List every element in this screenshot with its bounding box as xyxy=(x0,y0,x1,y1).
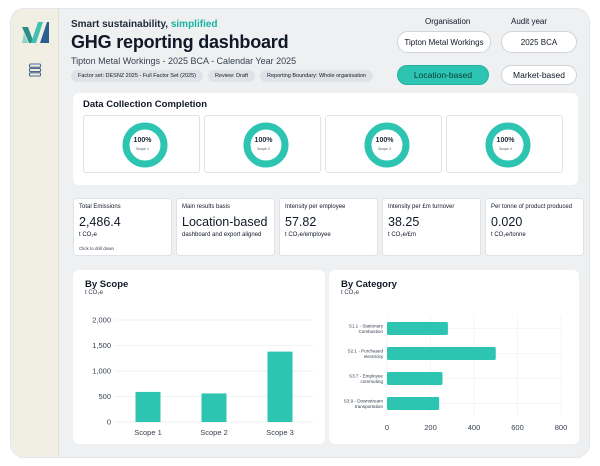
completion-ring-fill xyxy=(122,122,168,168)
total-emissions-value: 2,486.4 xyxy=(79,215,121,229)
y-tick-label: S3.7 - Employee commuting xyxy=(349,374,383,385)
tagline-accent: simplified xyxy=(170,19,218,30)
intensity-per-turnover-card: Intensity per £m turnover 38.25 t CO₂e/£m xyxy=(382,198,481,256)
main-results-basis-value: Location-based xyxy=(182,215,268,229)
by-scope-panel: By Scope t CO₂e 0 500 1,000 1,500 2,000 Scope… xyxy=(73,270,325,444)
completion-label: Scope 1 xyxy=(136,147,149,151)
x-tick-label: 600 xyxy=(511,423,524,432)
by-category-unit: t CO₂e xyxy=(341,290,359,296)
completion-card[interactable]: 100% Scope 2 xyxy=(204,115,321,173)
completion-label: Scope 4 xyxy=(499,147,512,151)
completion-percent: 100% xyxy=(375,137,394,144)
completion-label: Scope 3 xyxy=(378,147,391,151)
page-subtitle: Tipton Metal Workings - 2025 BCA - Calen… xyxy=(71,56,297,66)
x-tick-label: 0 xyxy=(385,423,389,432)
x-tick-label: Scope 2 xyxy=(200,428,228,437)
sidebar xyxy=(11,9,59,457)
y-tick-label: 2,000 xyxy=(92,316,111,325)
organisation-select[interactable]: Tipton Metal Workings xyxy=(397,31,491,53)
completion-card[interactable]: 100% Scope 1 xyxy=(83,115,200,173)
data-collection-title: Data Collection Completion xyxy=(83,99,208,110)
page-header: Smart sustainability, simplified GHG rep… xyxy=(71,19,374,82)
completion-ring-fill xyxy=(364,122,410,168)
scope-bar xyxy=(135,391,161,422)
factor-set-chip: Factor set: DESNZ 2025 - Full Factor Set… xyxy=(71,70,203,82)
completion-label: Scope 2 xyxy=(257,147,270,151)
x-tick-label: 200 xyxy=(424,423,437,432)
data-collection-panel: Data Collection Completion 100% Scope 1 10… xyxy=(73,93,578,185)
total-emissions-card[interactable]: Total Emissions 2,486.4 t CO₂e Click to dri… xyxy=(73,198,172,256)
market-based-toggle[interactable]: Market-based xyxy=(501,65,577,85)
intensity-per-employee-unit: t CO₂e/employee xyxy=(285,232,331,238)
context-chips: Factor set: DESNZ 2025 - Full Factor Set… xyxy=(71,70,374,82)
category-bar xyxy=(387,397,440,410)
y-tick-label: 1,000 xyxy=(92,367,111,376)
completion-card[interactable]: 100% Scope 4 xyxy=(446,115,563,173)
location-based-toggle[interactable]: Location-based xyxy=(397,65,489,85)
tagline: Smart sustainability, simplified xyxy=(71,19,373,30)
app-window: Smart sustainability, simplified GHG rep… xyxy=(10,8,590,458)
audit-year-label: Audit year xyxy=(511,17,548,26)
completion-percent: 100% xyxy=(254,137,273,144)
per-tonne-product-value: 0.020 xyxy=(491,215,523,229)
intensity-per-employee-label: Intensity per employee xyxy=(285,204,346,210)
menu-stack-icon[interactable] xyxy=(28,63,42,77)
completion-ring xyxy=(485,122,531,168)
per-tonne-product-card: Per tonne of product produced 0.020 t CO₂e… xyxy=(485,198,584,256)
audit-year-select[interactable]: 2025 BCA xyxy=(501,31,577,53)
page-title: GHG reporting dashboard xyxy=(71,32,289,52)
brand-logo-icon[interactable] xyxy=(20,19,50,45)
y-tick-label: 500 xyxy=(98,392,111,401)
y-tick-label: S1.1 - Stationary Combustion xyxy=(349,324,384,335)
by-scope-unit: t CO₂e xyxy=(85,290,103,296)
completion-percent: 100% xyxy=(496,137,515,144)
intensity-per-turnover-value: 38.25 xyxy=(388,215,420,229)
per-tonne-product-unit: t CO₂e/tonne xyxy=(491,232,526,238)
total-emissions-label: Total Emissions xyxy=(79,204,121,210)
scope-bar xyxy=(267,351,293,422)
drill-down-link[interactable]: Click to drill down xyxy=(79,246,115,251)
y-tick-label: S2.1 - Purchased electricity xyxy=(348,349,384,360)
completion-ring-fill xyxy=(243,122,289,168)
main-results-basis-label: Main results basis xyxy=(182,204,231,210)
kpi-row: Total Emissions 2,486.4 t CO₂e Click to dri… xyxy=(73,198,584,256)
x-tick-label: 400 xyxy=(468,423,481,432)
category-bar xyxy=(387,372,443,385)
category-bar xyxy=(387,347,496,360)
by-scope-title: By Scope xyxy=(85,279,129,290)
organisation-label: Organisation xyxy=(425,17,471,26)
y-tick-label: 0 xyxy=(107,418,111,427)
intensity-per-employee-value: 57.82 xyxy=(285,215,317,229)
tagline-text: Smart sustainability, xyxy=(71,19,171,30)
completion-percent: 100% xyxy=(133,137,152,144)
y-tick-label: S3.9 - Downstream transportation xyxy=(344,399,384,410)
by-category-panel: By Category t CO₂e 0 200 400 600 800 S1.1 - S… xyxy=(329,270,579,444)
main-results-basis-unit: dashboard and export aligned xyxy=(182,232,262,238)
main-results-basis-card: Main results basis Location-based dashboar… xyxy=(176,198,275,256)
scope-bar xyxy=(201,393,227,422)
x-tick-label: Scope 1 xyxy=(134,428,162,437)
intensity-per-employee-card: Intensity per employee 57.82 t CO₂e/employ… xyxy=(279,198,378,256)
category-bar xyxy=(387,322,448,335)
x-tick-label: 800 xyxy=(555,423,568,432)
by-category-chart: 0 200 400 600 800 S1.1 - Stationary Combustion… xyxy=(344,316,568,432)
review-status-chip: Review: Draft xyxy=(208,70,256,82)
total-emissions-unit: t CO₂e xyxy=(79,232,97,238)
per-tonne-product-label: Per tonne of product produced xyxy=(491,204,573,210)
completion-ring-fill xyxy=(485,122,531,168)
reporting-boundary-chip: Reporting Boundary: Whole organisation xyxy=(260,70,374,82)
y-tick-label: 1,500 xyxy=(92,341,111,350)
intensity-per-turnover-label: Intensity per £m turnover xyxy=(388,204,455,210)
completion-ring xyxy=(122,122,168,168)
completion-card[interactable]: 100% Scope 3 xyxy=(325,115,442,173)
x-tick-label: Scope 3 xyxy=(266,428,294,437)
intensity-per-turnover-unit: t CO₂e/£m xyxy=(388,232,417,238)
completion-ring xyxy=(364,122,410,168)
by-category-title: By Category xyxy=(341,279,397,290)
completion-cards: 100% Scope 1 100% Scope 2 100% Scope 3 100% Sco… xyxy=(83,115,563,173)
by-scope-chart: 0 500 1,000 1,500 2,000 Scope 1 Scope 2 Scope 3 xyxy=(92,316,313,437)
completion-ring xyxy=(243,122,289,168)
